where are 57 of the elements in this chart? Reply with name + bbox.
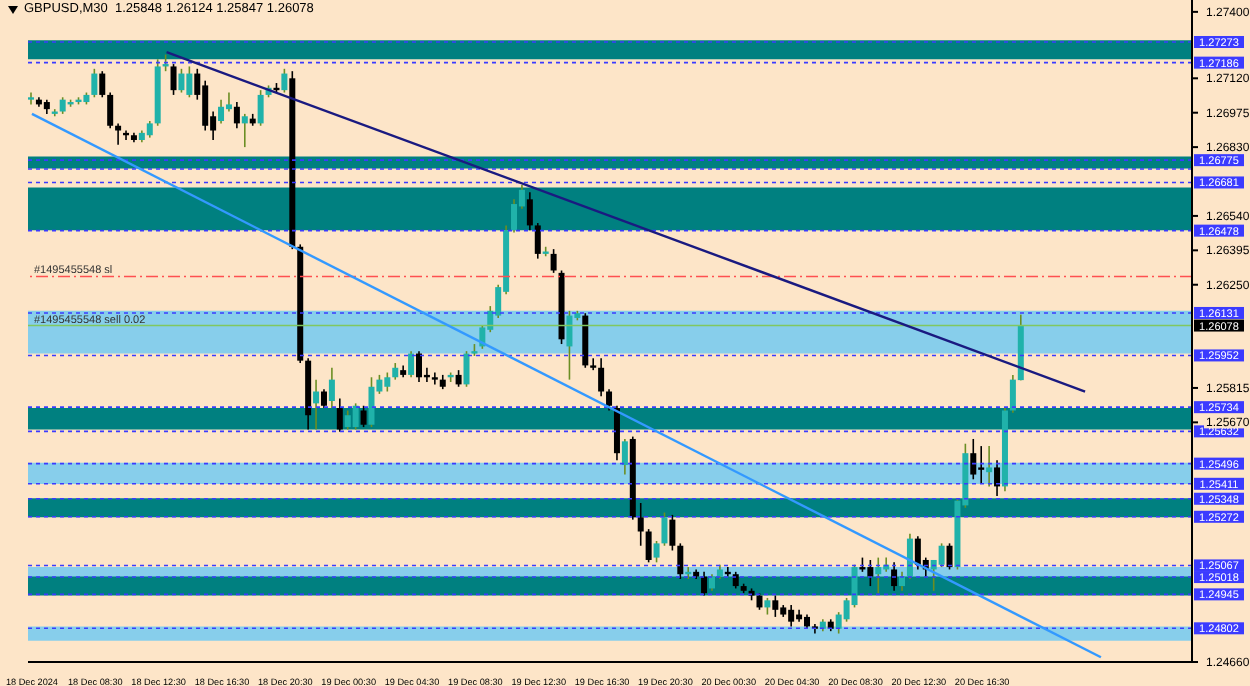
candlestick (606, 388, 613, 412)
candlestick (526, 191, 533, 231)
candlestick (653, 540, 660, 564)
candlestick (511, 198, 518, 234)
candlestick (416, 350, 422, 383)
candlestick (677, 542, 684, 580)
candlestick (970, 438, 977, 481)
candlestick (107, 91, 114, 129)
candlestick (938, 542, 945, 568)
candlestick (384, 371, 391, 393)
candlestick (613, 404, 620, 462)
candlestick (91, 68, 98, 99)
candlestick (233, 101, 240, 129)
candlestick (906, 533, 913, 580)
candlestick (1009, 374, 1016, 414)
candlestick (867, 559, 874, 587)
candlestick (986, 445, 993, 488)
candlestick (99, 70, 106, 99)
candlestick (241, 113, 248, 148)
candlestick (598, 357, 605, 398)
candlestick (669, 514, 676, 552)
candlestick (178, 68, 185, 94)
candlestick (281, 68, 288, 94)
candlestick (772, 594, 779, 618)
candlestick (320, 388, 327, 409)
candlestick (994, 459, 1001, 497)
candlestick (978, 445, 985, 485)
candlestick (218, 98, 225, 125)
candlestick (344, 409, 351, 431)
candlestick (875, 556, 882, 594)
candlestick (645, 528, 652, 564)
candlestick (202, 79, 209, 132)
candlestick (621, 438, 628, 476)
candlestick (637, 502, 644, 547)
candlestick (891, 561, 898, 592)
candlestick (186, 65, 193, 99)
candlestick (946, 542, 953, 571)
candlestick (661, 511, 668, 547)
candlestick (534, 222, 541, 260)
candlestick (368, 376, 375, 428)
candlestick (590, 357, 597, 371)
candlestick (788, 604, 795, 628)
candlestick (701, 571, 708, 597)
candlestick (352, 402, 359, 431)
candlestick (336, 397, 343, 433)
candlestick (170, 63, 177, 96)
candlestick (225, 91, 232, 113)
candlestick (328, 366, 335, 409)
candlestick (313, 378, 320, 431)
candlestick (463, 350, 470, 388)
candlestick (566, 310, 573, 381)
candlestick (360, 404, 367, 428)
candlestick (550, 248, 557, 274)
candlestick (115, 122, 122, 146)
candlestick (257, 89, 264, 127)
candlestick (914, 535, 921, 571)
candlestick (408, 350, 415, 379)
